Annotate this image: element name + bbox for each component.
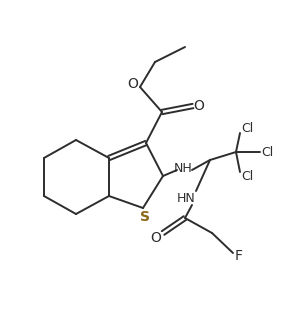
Text: Cl: Cl: [241, 171, 253, 184]
Text: HN: HN: [177, 191, 196, 204]
Text: O: O: [128, 77, 139, 91]
Text: O: O: [150, 231, 161, 245]
Text: NH: NH: [174, 161, 192, 174]
Text: Cl: Cl: [241, 121, 253, 134]
Text: Cl: Cl: [261, 146, 273, 158]
Text: S: S: [140, 210, 150, 224]
Text: F: F: [235, 249, 243, 263]
Text: O: O: [194, 99, 204, 113]
